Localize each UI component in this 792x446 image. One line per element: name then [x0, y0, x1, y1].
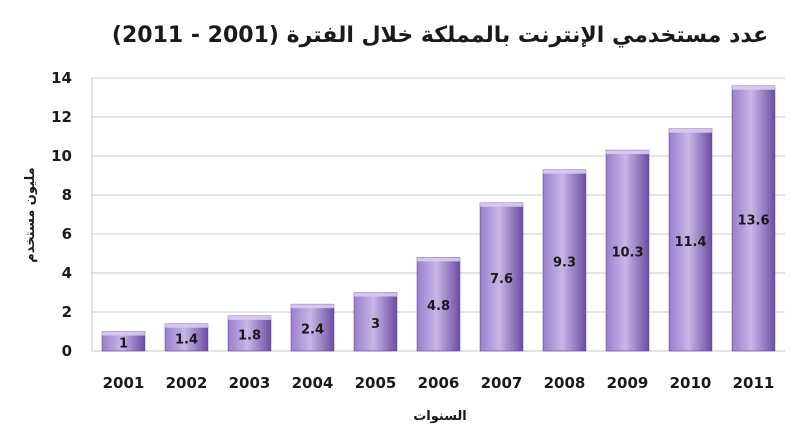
x-tick-label: 2010: [670, 374, 712, 392]
data-label: 4.8: [427, 299, 450, 314]
x-tick-label: 2011: [733, 374, 775, 392]
bar-2011: [731, 85, 776, 352]
x-tick-label: 2004: [292, 374, 334, 392]
x-tick-label: 2005: [355, 374, 397, 392]
bar: [353, 292, 398, 352]
bar: [542, 169, 587, 352]
bar: [227, 315, 272, 352]
x-tick-label: 2001: [103, 374, 145, 392]
y-tick-label: 10: [51, 147, 72, 165]
data-label: 13.6: [737, 213, 769, 228]
data-label: 7.6: [490, 272, 513, 287]
bar-top-highlight: [291, 304, 334, 309]
x-tick-label: 2007: [481, 374, 523, 392]
y-tick-label: 2: [62, 303, 72, 321]
data-label: 9.3: [553, 255, 576, 270]
data-labels: 1 1.4 1.8 2.4 34.87.69.310.311.413.6: [119, 213, 770, 351]
y-tick-labels: 0 2 4 6 8 10 12 14: [51, 69, 72, 360]
bar-top-highlight: [669, 128, 712, 133]
data-label: 1.8: [238, 328, 261, 343]
data-label: 1: [119, 336, 128, 351]
y-tick-label: 0: [62, 342, 72, 360]
bar: [290, 303, 335, 352]
bar-top-highlight: [354, 292, 397, 297]
y-tick-label: 14: [51, 69, 72, 87]
x-tick-labels: 2001 2002 2003 2004 2005 2006 2007 2008 2009 2010…: [103, 374, 775, 392]
bar: [479, 202, 524, 352]
bar-2007: [479, 202, 524, 352]
data-label: 10.3: [611, 246, 643, 261]
bar-top-highlight: [102, 331, 145, 336]
data-label: 2.4: [301, 323, 324, 338]
bar-2006: [416, 257, 461, 352]
x-tick-label: 2003: [229, 374, 271, 392]
bar-top-highlight: [417, 257, 460, 262]
bars: [101, 85, 776, 352]
bar-top-highlight: [606, 150, 649, 155]
bar-top-highlight: [543, 169, 586, 174]
bar-2003: [227, 315, 272, 352]
y-tick-label: 12: [51, 108, 72, 126]
bar-top-highlight: [480, 202, 523, 207]
bar: [731, 85, 776, 352]
bar-2008: [542, 169, 587, 352]
bar: [668, 128, 713, 352]
y-tick-label: 4: [62, 264, 72, 282]
y-tick-label: 6: [62, 225, 72, 243]
x-tick-label: 2009: [607, 374, 649, 392]
y-axis-label: مليون مستخدم: [23, 167, 38, 262]
bar-top-highlight: [732, 85, 775, 90]
bar-2009: [605, 149, 650, 352]
chart-title: عدد مستخدمي الإنترنت بالمملكة خلال الفتر…: [112, 23, 768, 48]
x-tick-label: 2006: [418, 374, 460, 392]
data-label: 11.4: [674, 235, 706, 250]
x-tick-label: 2008: [544, 374, 586, 392]
data-label: 1.4: [175, 332, 198, 347]
bar: [164, 323, 209, 352]
data-label: 3: [371, 317, 380, 332]
bar-2002: [164, 323, 209, 352]
bar-2005: [353, 292, 398, 352]
bar-2010: [668, 128, 713, 352]
y-tick-label: 8: [62, 186, 72, 204]
bar: [416, 257, 461, 352]
bar-2004: [290, 303, 335, 352]
bar: [605, 149, 650, 352]
x-tick-label: 2002: [166, 374, 208, 392]
bar-top-highlight: [165, 323, 208, 328]
x-axis-label: السنوات: [413, 409, 467, 424]
bar-2001: [101, 331, 146, 352]
bar-top-highlight: [228, 315, 271, 320]
